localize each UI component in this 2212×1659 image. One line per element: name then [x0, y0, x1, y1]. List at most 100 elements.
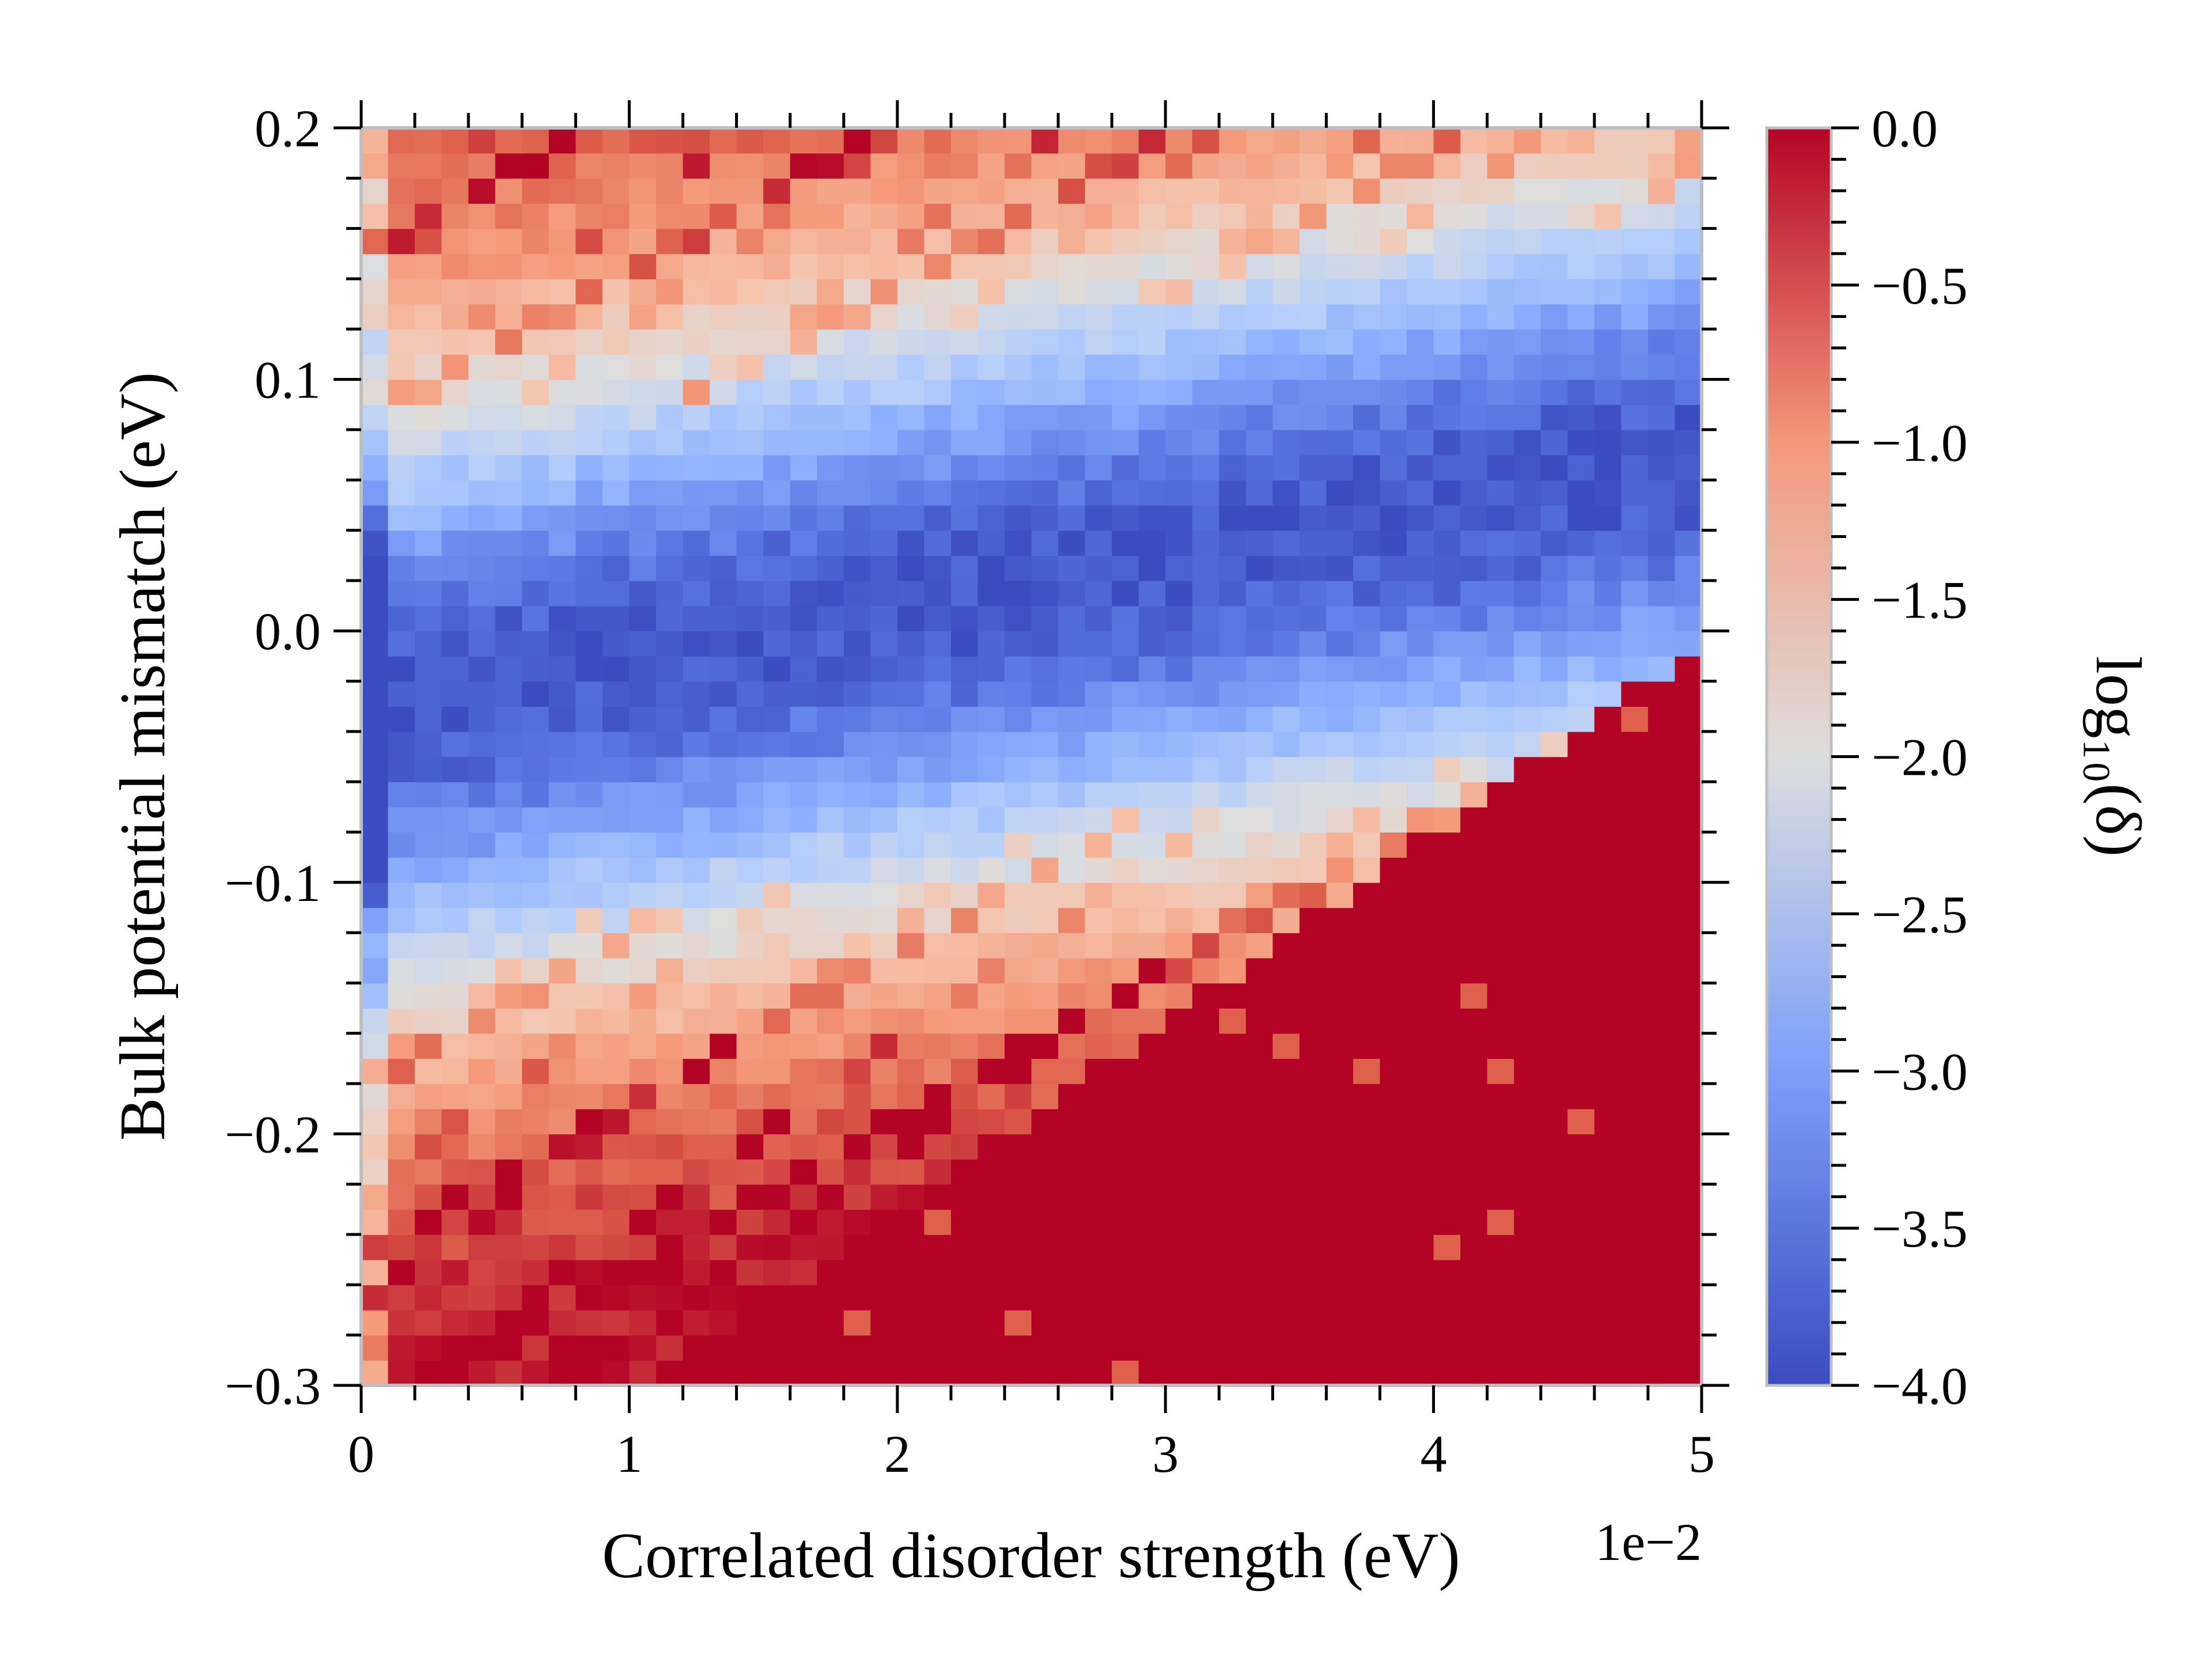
heatmap-cell: [897, 706, 925, 732]
heatmap-cell: [790, 706, 817, 732]
heatmap-cell: [1487, 530, 1515, 556]
heatmap-cell: [790, 1259, 817, 1286]
heatmap-cell: [1647, 681, 1676, 707]
heatmap-cell: [1433, 304, 1461, 330]
heatmap-cell: [843, 1335, 872, 1361]
heatmap-cell: [1567, 681, 1595, 707]
heatmap-cell: [978, 480, 1005, 506]
heatmap-cell: [1675, 1360, 1702, 1386]
heatmap-cell: [602, 782, 630, 808]
heatmap-cell: [361, 555, 389, 581]
heatmap-cell: [575, 1058, 603, 1084]
heatmap-cell: [1058, 128, 1086, 154]
heatmap-cell: [683, 882, 710, 908]
heatmap-cell: [1380, 1335, 1407, 1361]
heatmap-cell: [468, 631, 496, 657]
heatmap-cell: [1245, 1335, 1274, 1361]
heatmap-cell: [1567, 605, 1595, 631]
heatmap-cell: [1219, 756, 1247, 782]
heatmap-cell: [1433, 329, 1461, 355]
heatmap-cell: [495, 228, 523, 255]
heatmap-cell: [763, 580, 791, 607]
heatmap-cell: [1594, 555, 1622, 581]
heatmap-cell: [1219, 1159, 1247, 1185]
heatmap-cell: [950, 1084, 979, 1109]
heatmap-cell: [415, 530, 442, 556]
heatmap-cell: [1514, 128, 1541, 154]
heatmap-cell: [1031, 782, 1059, 808]
heatmap-cell: [1165, 756, 1193, 782]
heatmap-cell: [1407, 1033, 1434, 1059]
heatmap-cell: [897, 128, 925, 154]
heatmap-cell: [1567, 253, 1595, 279]
heatmap-cell: [629, 555, 657, 581]
heatmap-cell: [817, 1285, 844, 1310]
heatmap-cell: [1540, 1335, 1569, 1361]
heatmap-cell: [843, 957, 872, 984]
heatmap-cell: [1219, 505, 1247, 531]
heatmap-cell: [441, 278, 469, 305]
heatmap-cell: [388, 530, 415, 556]
heatmap-cell: [1299, 933, 1327, 959]
heatmap-cell: [683, 1335, 710, 1361]
heatmap-cell: [790, 1084, 817, 1109]
heatmap-cell: [1514, 706, 1541, 732]
heatmap-cell: [978, 1234, 1005, 1260]
heatmap-cell: [1192, 580, 1220, 607]
heatmap-cell: [1272, 1108, 1300, 1135]
heatmap-cell: [388, 1058, 415, 1084]
heatmap-cell: [1514, 1134, 1541, 1160]
heatmap-cell: [1165, 429, 1193, 456]
heatmap-cell: [1192, 329, 1220, 355]
heatmap-cell: [1380, 1033, 1407, 1059]
heatmap-cell: [870, 555, 898, 581]
heatmap-cell: [1058, 882, 1086, 908]
heatmap-cell: [1272, 153, 1300, 179]
heatmap-cell: [1487, 1058, 1515, 1084]
heatmap-cell: [602, 454, 630, 481]
heatmap-cell: [1487, 756, 1515, 782]
heatmap-cell: [388, 1084, 415, 1109]
heatmap-cell: [1245, 857, 1274, 883]
heatmap-cell: [522, 731, 550, 757]
heatmap-cell: [1594, 1310, 1622, 1336]
heatmap-cell: [1353, 756, 1381, 782]
heatmap-cell: [790, 253, 817, 279]
heatmap-cell: [710, 706, 737, 732]
heatmap-cell: [843, 706, 872, 732]
heatmap-cell: [1460, 656, 1488, 682]
heatmap-cell: [1004, 379, 1032, 406]
heatmap-cell: [468, 354, 496, 380]
heatmap-cell: [1112, 580, 1139, 607]
heatmap-cell: [1112, 153, 1139, 179]
heatmap-cell: [1433, 555, 1461, 581]
heatmap-cell: [1460, 631, 1488, 657]
heatmap-cell: [1594, 731, 1622, 757]
heatmap-cell: [1138, 1159, 1166, 1185]
heatmap-cell: [1192, 1084, 1220, 1109]
heatmap-cell: [361, 731, 389, 757]
heatmap-cell: [1407, 806, 1434, 833]
heatmap-cell: [978, 605, 1005, 631]
heatmap-cell: [1112, 1184, 1139, 1210]
heatmap-cell: [843, 1084, 872, 1109]
heatmap-cell: [1326, 128, 1354, 154]
heatmap-cell: [575, 580, 603, 607]
heatmap-cell: [843, 1134, 872, 1160]
heatmap-cell: [710, 1058, 737, 1084]
heatmap-cell: [978, 681, 1005, 707]
heatmap-cell: [978, 832, 1005, 858]
heatmap-cell: [1004, 1159, 1032, 1185]
heatmap-cell: [1031, 631, 1059, 657]
heatmap-cell: [1326, 983, 1354, 1009]
heatmap-cell: [522, 1159, 550, 1185]
heatmap-cell: [1031, 404, 1059, 430]
heatmap-cell: [1299, 857, 1327, 883]
heatmap-cell: [978, 1008, 1005, 1034]
heatmap-cell: [978, 656, 1005, 682]
heatmap-cell: [548, 429, 577, 456]
heatmap-cell: [1487, 1259, 1515, 1286]
heatmap-cell: [1138, 731, 1166, 757]
heatmap-cell: [1112, 505, 1139, 531]
heatmap-cell: [790, 1209, 817, 1235]
